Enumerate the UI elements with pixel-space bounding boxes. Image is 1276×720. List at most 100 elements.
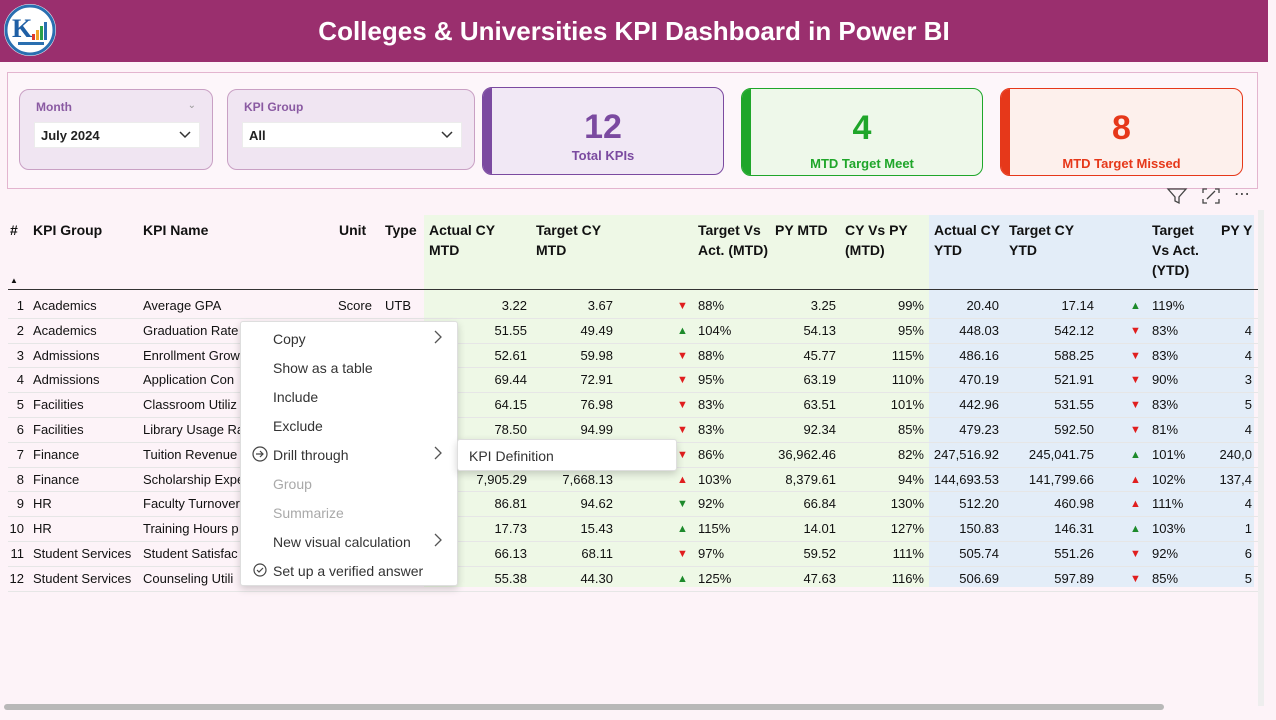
cell-target-vs-act-mtd[interactable]: 97% — [698, 546, 725, 561]
menu-item-exclude[interactable]: Exclude — [241, 411, 457, 440]
cell-target-vs-act-mtd[interactable]: 92% — [698, 496, 725, 512]
cell-row-number[interactable]: 10 — [9, 521, 24, 537]
cell-actual-cy-ytd[interactable]: 486.16 — [959, 347, 999, 363]
cell-actual-cy-ytd[interactable]: 448.03 — [959, 322, 999, 338]
cell-target-vs-act-mtd[interactable]: 115% — [698, 521, 731, 537]
cell-kpi-group[interactable]: Student Services — [33, 570, 132, 586]
cell-target-cy-mtd[interactable]: 94.99 — [580, 422, 613, 437]
cell-cy-vs-py-mtd[interactable]: 94% — [897, 471, 924, 487]
cell-unit[interactable]: Score — [338, 298, 372, 313]
cell-actual-cy-mtd[interactable]: 3.22 — [501, 298, 527, 313]
cell-kpi-name[interactable]: Faculty Turnover — [143, 496, 240, 512]
cell-kpi-group[interactable]: Academics — [33, 322, 97, 338]
cell-actual-cy-mtd[interactable]: 69.44 — [494, 372, 527, 388]
menu-item-include[interactable]: Include — [241, 382, 457, 411]
col-header-target-vs-act-ytd[interactable]: Target Vs Act. (YTD) — [1152, 222, 1199, 278]
cell-kpi-group[interactable]: Finance — [33, 446, 80, 462]
cell-target-cy-mtd[interactable]: 49.49 — [580, 322, 613, 338]
cell-kpi-name[interactable]: Classroom Utiliz — [143, 397, 237, 413]
cell-row-number[interactable]: 11 — [10, 546, 25, 561]
cell-actual-cy-mtd[interactable]: 66.13 — [494, 546, 527, 561]
cell-target-vs-act-mtd[interactable]: 125% — [698, 570, 732, 586]
cell-target-vs-act-ytd[interactable]: 111% — [1152, 496, 1184, 512]
cell-kpi-name[interactable]: Library Usage Ra — [143, 422, 245, 437]
cell-py-ytd[interactable]: 240,0 — [1219, 446, 1252, 462]
month-slicer[interactable]: Month ⌄ July 2024 — [19, 89, 213, 170]
kpi-group-dropdown[interactable]: All — [242, 122, 462, 148]
cell-actual-cy-mtd[interactable]: 7,905.29 — [476, 471, 527, 487]
cell-kpi-name[interactable]: Training Hours p — [143, 521, 239, 537]
cell-py-ytd[interactable]: 4 — [1244, 322, 1252, 338]
cell-actual-cy-ytd[interactable]: 144,693.53 — [933, 471, 999, 487]
cell-target-vs-act-ytd[interactable]: 81% — [1152, 422, 1179, 437]
cell-kpi-group[interactable]: Student Services — [33, 546, 132, 561]
cell-kpi-group[interactable]: Admissions — [33, 347, 100, 363]
cell-target-vs-act-mtd[interactable]: 88% — [698, 298, 725, 313]
cell-row-number[interactable]: 4 — [16, 372, 24, 388]
cell-target-vs-act-mtd[interactable]: 103% — [698, 471, 732, 487]
cell-target-cy-mtd[interactable]: 3.67 — [587, 298, 613, 313]
more-options-icon[interactable]: ⋯ — [1234, 186, 1250, 203]
cell-target-cy-mtd[interactable]: 94.62 — [580, 496, 613, 512]
cell-kpi-name[interactable]: Graduation Rate — [143, 322, 239, 338]
cell-cy-vs-py-mtd[interactable]: 115% — [891, 347, 924, 363]
chevron-down-icon[interactable]: ⌄ — [187, 100, 196, 111]
cell-kpi-name[interactable]: Student Satisfac — [143, 546, 238, 561]
cell-row-number[interactable]: 9 — [16, 496, 24, 512]
cell-kpi-name[interactable]: Tuition Revenue — [143, 446, 238, 462]
cell-py-ytd[interactable]: 137,4 — [1219, 471, 1252, 487]
cell-py-ytd[interactable]: 4 — [1244, 422, 1252, 437]
cell-target-cy-ytd[interactable]: 531.55 — [1054, 397, 1094, 413]
cell-actual-cy-mtd[interactable]: 17.73 — [494, 521, 527, 537]
cell-target-vs-act-ytd[interactable]: 119% — [1152, 298, 1185, 313]
cell-py-mtd[interactable]: 63.19 — [803, 372, 836, 388]
cell-target-cy-ytd[interactable]: 245,041.75 — [1028, 446, 1094, 462]
menu-item-kpi-definition[interactable]: KPI Definition — [469, 448, 554, 464]
cell-py-mtd[interactable]: 3.25 — [810, 298, 836, 313]
cell-target-cy-ytd[interactable]: 592.50 — [1054, 422, 1094, 437]
cell-kpi-name[interactable]: Average GPA — [143, 298, 222, 313]
cell-actual-cy-mtd[interactable]: 51.55 — [494, 322, 527, 338]
cell-kpi-group[interactable]: Admissions — [33, 372, 100, 388]
cell-cy-vs-py-mtd[interactable]: 127% — [890, 521, 924, 537]
cell-target-cy-mtd[interactable]: 15.43 — [580, 521, 613, 537]
col-header-kpi-group[interactable]: KPI Group — [33, 222, 103, 238]
cell-kpi-group[interactable]: Facilities — [33, 422, 84, 437]
cell-row-number[interactable]: 6 — [16, 422, 24, 437]
cell-actual-cy-mtd[interactable]: 64.15 — [494, 397, 527, 413]
cell-type[interactable]: UTB — [385, 298, 411, 313]
cell-actual-cy-ytd[interactable]: 506.69 — [959, 570, 999, 586]
cell-actual-cy-ytd[interactable]: 470.19 — [959, 372, 999, 388]
cell-cy-vs-py-mtd[interactable]: 116% — [891, 570, 924, 586]
cell-kpi-name[interactable]: Enrollment Grow — [143, 347, 240, 363]
cell-cy-vs-py-mtd[interactable]: 101% — [890, 397, 924, 413]
cell-target-vs-act-ytd[interactable]: 83% — [1152, 322, 1179, 338]
col-header-actual-cy-mtd[interactable]: Actual CY MTD — [429, 222, 495, 258]
cell-kpi-group[interactable]: Finance — [33, 471, 80, 487]
cell-py-ytd[interactable]: 5 — [1244, 397, 1252, 413]
cell-actual-cy-ytd[interactable]: 505.74 — [959, 546, 999, 561]
cell-row-number[interactable]: 8 — [16, 471, 24, 487]
cell-target-vs-act-ytd[interactable]: 85% — [1152, 570, 1179, 586]
cell-cy-vs-py-mtd[interactable]: 110% — [891, 372, 924, 388]
cell-cy-vs-py-mtd[interactable]: 85% — [897, 422, 924, 437]
cell-row-number[interactable]: 1 — [16, 298, 24, 313]
horizontal-scrollbar[interactable] — [4, 704, 1164, 710]
cell-target-cy-ytd[interactable]: 521.91 — [1054, 372, 1094, 388]
cell-target-cy-mtd[interactable]: 72.91 — [580, 372, 613, 388]
cell-target-cy-ytd[interactable]: 141,799.66 — [1028, 471, 1094, 487]
cell-py-mtd[interactable]: 54.13 — [803, 322, 836, 338]
cell-kpi-group[interactable]: Facilities — [33, 397, 84, 413]
cell-cy-vs-py-mtd[interactable]: 99% — [897, 298, 924, 313]
cell-actual-cy-ytd[interactable]: 479.23 — [959, 422, 999, 437]
cell-target-vs-act-mtd[interactable]: 83% — [698, 397, 725, 413]
menu-item-drill-through[interactable]: Drill through — [241, 440, 457, 469]
cell-target-cy-ytd[interactable]: 460.98 — [1054, 496, 1094, 512]
cell-py-mtd[interactable]: 14.01 — [803, 521, 836, 537]
kpi-group-slicer[interactable]: KPI Group All — [227, 89, 475, 170]
menu-item-show-as-a-table[interactable]: Show as a table — [241, 353, 457, 382]
cell-cy-vs-py-mtd[interactable]: 82% — [897, 446, 924, 462]
cell-py-mtd[interactable]: 36,962.46 — [778, 446, 836, 462]
cell-py-mtd[interactable]: 92.34 — [803, 422, 836, 437]
cell-row-number[interactable]: 2 — [16, 322, 24, 338]
